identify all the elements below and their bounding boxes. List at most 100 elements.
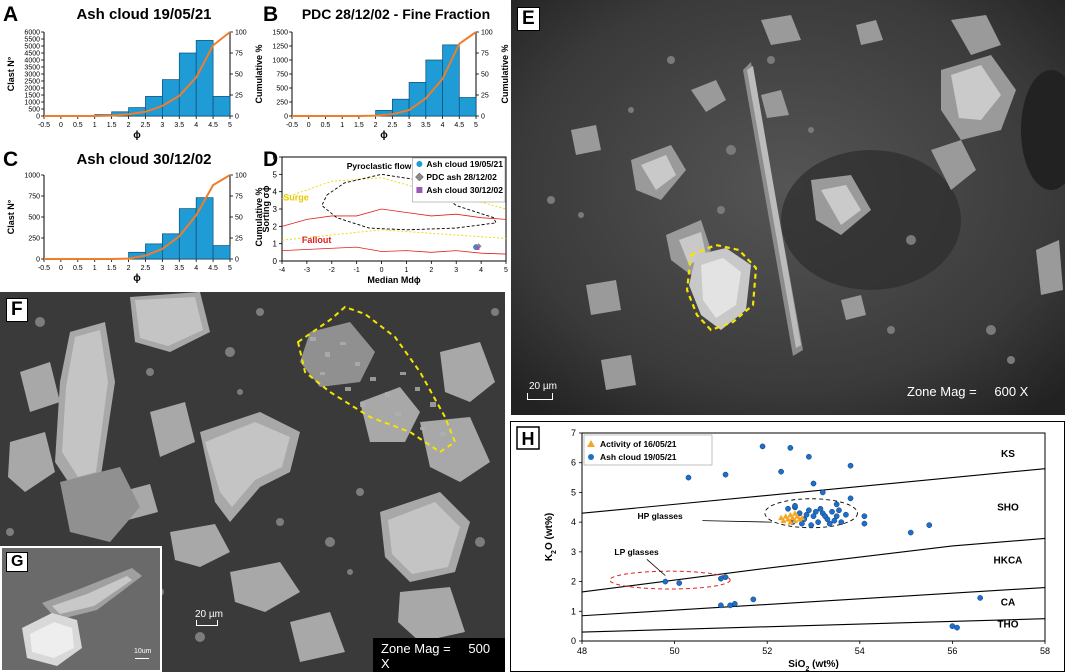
data-point [836, 507, 842, 514]
x-tick-label: 54 [855, 646, 865, 656]
scale-label: 10um [134, 648, 152, 655]
y2-axis-label: Cumulative % [500, 44, 510, 103]
x-tick-label: 1.5 [107, 265, 117, 272]
y-tick-label: 3500 [24, 65, 40, 72]
data-point [977, 595, 984, 601]
scale-label: 20 µm [529, 381, 557, 392]
x-tick-label: -0.5 [38, 122, 50, 129]
series-boundary-line [581, 468, 1046, 514]
x-tick-label: 4 [194, 265, 198, 272]
y-axis-label: Clast N° [6, 56, 16, 91]
panel-letter-g: G [6, 552, 29, 572]
x-tick-label: 52 [762, 646, 772, 656]
y-tick-label: 250 [276, 100, 288, 107]
data-point [843, 511, 849, 518]
y-tick-label: 0 [36, 114, 40, 121]
x-tick-label: 5 [228, 122, 232, 129]
x-tick-label: 0 [380, 267, 384, 274]
y-tick-label: 1250 [272, 44, 288, 51]
x-tick-label: 3 [454, 267, 458, 274]
y-tick-label: 500 [276, 86, 288, 93]
y2-tick-label: 75 [235, 194, 243, 201]
y-tick-label: 0 [284, 114, 288, 121]
y-tick-label: 0 [571, 636, 576, 646]
y-tick-label: 6000 [24, 30, 40, 37]
data-point [954, 624, 960, 631]
x-tick-label: 1 [404, 267, 408, 274]
chart-b: B PDC 28/12/02 - Fine Fraction 025050075… [262, 3, 510, 142]
legend-label: Ash cloud 19/05/21 [426, 159, 503, 169]
data-point [787, 511, 794, 518]
data-point [847, 495, 854, 502]
data-point [808, 522, 815, 528]
x-tick-label: 2.5 [141, 122, 151, 129]
x-tick-label: 3 [160, 122, 164, 129]
x-tick-label: 1 [93, 265, 97, 272]
legend-label: Activity of 16/05/21 [600, 439, 677, 449]
data-point [782, 513, 789, 519]
cumulative-curve [292, 31, 477, 117]
legend-marker [587, 440, 595, 447]
data-point [750, 596, 757, 603]
x-tick-label: 0 [59, 122, 63, 129]
series-boundary-line [581, 618, 1046, 633]
data-point [803, 511, 810, 518]
legend-marker [415, 172, 424, 182]
cumulative-curve [44, 31, 231, 117]
sem-image-f: F 20 µm Zone Mag = 500 X G 10um [0, 292, 505, 672]
surge-boundary [281, 229, 507, 241]
y-axis-label: Clast N° [262, 56, 264, 91]
panel-letter-a: A [3, 3, 18, 26]
y-tick-label: 1500 [24, 93, 40, 100]
y2-tick-label: 100 [235, 30, 247, 37]
zoom-label: Zone Mag = 500 X [373, 638, 505, 672]
chart-title: Ash cloud 30/12/02 [76, 151, 211, 168]
x-tick-label: 1 [340, 122, 344, 129]
surge-boundary [281, 177, 507, 210]
x-tick-label: 2.5 [387, 122, 397, 129]
field-label: THO [997, 620, 1018, 631]
y2-tick-label: 25 [235, 236, 243, 243]
legend-box [583, 434, 713, 466]
y2-tick-label: 0 [235, 257, 239, 264]
data-point [833, 501, 840, 508]
data-point [791, 517, 798, 524]
data-point [810, 480, 817, 487]
x-tick-label: -0.5 [38, 265, 50, 272]
chart-title: PDC 28/12/02 - Fine Fraction [302, 6, 490, 22]
legend-label: Ash cloud 30/12/02 [426, 185, 503, 195]
chart-c: C Ash cloud 30/12/02 0250500750100002550… [3, 148, 262, 285]
y2-tick-label: 75 [481, 51, 489, 58]
plot-area: 0500100015002000250030003500400045005000… [6, 30, 262, 142]
sem-texture [511, 0, 1065, 415]
data-point [826, 520, 833, 527]
x-tick-label: 0 [307, 122, 311, 129]
fallout-label: Fallout [302, 235, 332, 245]
y-tick-label: 5000 [24, 44, 40, 51]
data-point [787, 519, 794, 525]
data-point [794, 513, 801, 519]
x-tick-label: 1.5 [354, 122, 364, 129]
data-point [785, 516, 792, 522]
field-label: CA [1001, 597, 1015, 608]
chart-title: Ash cloud 19/05/21 [76, 6, 211, 23]
legend-label: Ash cloud 19/05/21 [600, 452, 677, 462]
legend-box [412, 157, 506, 203]
y-axis-label: Sorting σϕ [262, 185, 271, 232]
x-tick-label: 3 [407, 122, 411, 129]
y-tick-label: 1000 [24, 100, 40, 107]
y2-axis-label: Cumulative % [254, 187, 262, 246]
y-tick-label: 0 [36, 257, 40, 264]
y-tick-label: 250 [28, 236, 40, 243]
series-boundary-line [581, 537, 1046, 593]
x-axis-label: SiO2 (wt%) [788, 659, 839, 672]
x-tick-label: 2 [429, 267, 433, 274]
legend-marker [416, 161, 423, 167]
y2-tick-label: 0 [235, 114, 239, 121]
y-tick-label: 5500 [24, 37, 40, 44]
data-point [799, 520, 805, 527]
y-tick-label: 2500 [24, 79, 40, 86]
